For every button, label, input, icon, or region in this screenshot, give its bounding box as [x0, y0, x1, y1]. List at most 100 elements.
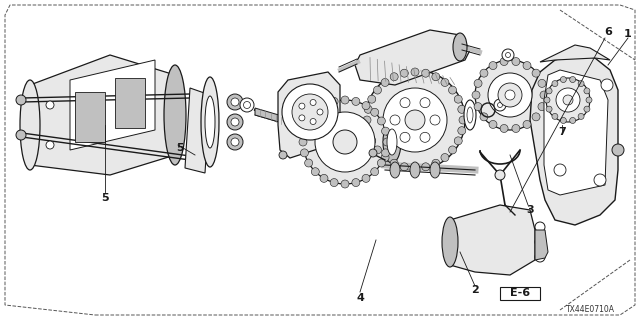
Circle shape	[305, 117, 312, 125]
Circle shape	[381, 149, 390, 157]
Circle shape	[441, 78, 449, 86]
Ellipse shape	[243, 101, 250, 108]
Circle shape	[554, 164, 566, 176]
Ellipse shape	[497, 102, 502, 108]
Circle shape	[305, 159, 312, 167]
Circle shape	[475, 60, 545, 130]
Circle shape	[498, 83, 522, 107]
Text: 6: 6	[604, 27, 612, 37]
Circle shape	[299, 103, 305, 109]
Circle shape	[535, 222, 545, 232]
Ellipse shape	[164, 65, 186, 165]
Circle shape	[320, 174, 328, 182]
Circle shape	[369, 149, 377, 157]
Circle shape	[231, 138, 239, 146]
Circle shape	[390, 115, 400, 125]
Circle shape	[381, 127, 390, 135]
Circle shape	[227, 134, 243, 150]
Circle shape	[227, 94, 243, 110]
Circle shape	[364, 105, 372, 113]
Ellipse shape	[442, 217, 458, 267]
Circle shape	[578, 81, 584, 87]
Circle shape	[570, 76, 575, 83]
Circle shape	[400, 98, 410, 108]
Circle shape	[365, 70, 465, 170]
Circle shape	[317, 109, 323, 115]
Circle shape	[489, 61, 497, 69]
Circle shape	[601, 79, 613, 91]
Circle shape	[300, 127, 308, 135]
Circle shape	[420, 132, 430, 142]
Circle shape	[578, 113, 584, 119]
Circle shape	[292, 94, 328, 130]
Circle shape	[46, 101, 54, 109]
Circle shape	[364, 127, 372, 135]
Circle shape	[46, 141, 54, 149]
Circle shape	[311, 108, 319, 116]
Ellipse shape	[20, 80, 40, 170]
Polygon shape	[535, 230, 548, 260]
Circle shape	[538, 103, 546, 111]
Circle shape	[310, 100, 316, 106]
Circle shape	[523, 61, 531, 69]
Text: 1: 1	[624, 29, 632, 39]
Circle shape	[341, 96, 349, 104]
Circle shape	[532, 113, 540, 121]
Bar	[115, 78, 145, 128]
Circle shape	[584, 106, 590, 112]
Circle shape	[352, 179, 360, 187]
Text: 5: 5	[176, 143, 184, 153]
Ellipse shape	[240, 98, 254, 112]
Circle shape	[532, 69, 540, 77]
Polygon shape	[540, 45, 610, 62]
Circle shape	[474, 79, 482, 87]
Circle shape	[371, 108, 379, 116]
Ellipse shape	[387, 129, 397, 155]
Circle shape	[546, 106, 552, 112]
Circle shape	[480, 113, 488, 121]
Circle shape	[500, 124, 508, 132]
Circle shape	[362, 102, 370, 110]
Circle shape	[556, 88, 580, 112]
Circle shape	[552, 81, 558, 87]
Circle shape	[584, 88, 590, 94]
Circle shape	[570, 117, 575, 124]
Circle shape	[472, 91, 480, 99]
Polygon shape	[544, 70, 608, 195]
Circle shape	[368, 137, 376, 145]
Ellipse shape	[464, 100, 476, 130]
Circle shape	[422, 163, 429, 171]
Circle shape	[512, 124, 520, 132]
Circle shape	[523, 120, 531, 128]
Text: 3: 3	[526, 205, 534, 215]
Circle shape	[552, 113, 558, 119]
Circle shape	[390, 159, 398, 167]
Circle shape	[362, 174, 370, 182]
Circle shape	[512, 58, 520, 66]
Circle shape	[488, 73, 532, 117]
Circle shape	[333, 130, 357, 154]
Circle shape	[363, 116, 371, 124]
Circle shape	[310, 118, 316, 124]
Circle shape	[374, 86, 381, 94]
Circle shape	[449, 86, 456, 94]
Circle shape	[500, 58, 508, 66]
Circle shape	[352, 97, 360, 105]
Circle shape	[561, 117, 566, 124]
Circle shape	[311, 168, 319, 176]
Circle shape	[16, 130, 26, 140]
Circle shape	[231, 98, 239, 106]
Circle shape	[411, 68, 419, 76]
Text: TX44E0710A: TX44E0710A	[566, 306, 614, 315]
Circle shape	[454, 137, 462, 145]
Circle shape	[341, 180, 349, 188]
Circle shape	[411, 164, 419, 172]
Circle shape	[227, 114, 243, 130]
Circle shape	[279, 151, 287, 159]
Circle shape	[454, 95, 462, 103]
Circle shape	[449, 146, 456, 154]
Circle shape	[546, 88, 552, 94]
Circle shape	[561, 76, 566, 83]
Circle shape	[540, 91, 548, 99]
Polygon shape	[185, 88, 210, 173]
